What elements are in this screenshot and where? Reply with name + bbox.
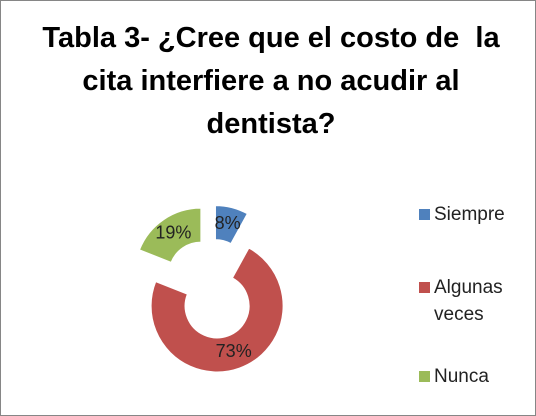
legend-swatch <box>419 371 430 382</box>
chart-title: Tabla 3- ¿Cree que el costo de la cita i… <box>42 22 508 140</box>
legend-label: Nunca <box>434 366 489 387</box>
slice <box>138 207 202 263</box>
slice <box>214 205 248 245</box>
legend-swatch <box>419 209 430 220</box>
legend-item: Algunas veces <box>419 274 519 328</box>
legend-item: Nunca <box>419 363 519 390</box>
legend-label: Siempre <box>434 204 505 225</box>
legend-swatch <box>419 282 430 293</box>
data-label: 19% <box>155 222 191 242</box>
legend-label: Algunas veces <box>434 277 503 325</box>
data-label: 8% <box>215 213 241 233</box>
legend-item: Siempre <box>419 201 519 228</box>
data-label: 73% <box>216 341 252 361</box>
slice <box>150 247 284 373</box>
